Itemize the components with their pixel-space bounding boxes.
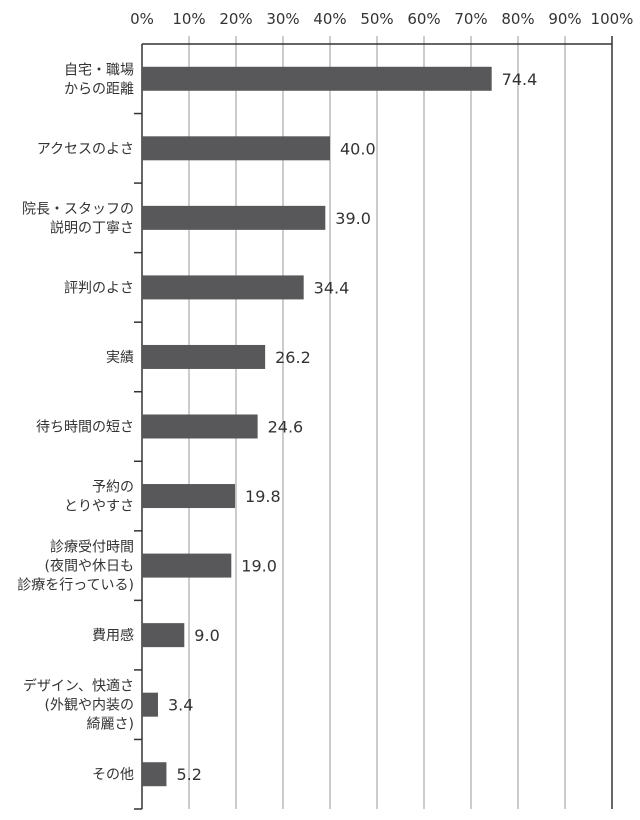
data-label: 19.8 (245, 487, 281, 506)
category-label: からの距離 (64, 80, 134, 97)
category-label: デザイン、快適さ (23, 678, 134, 695)
category-label: 待ち時間の短さ (36, 420, 134, 436)
category-label: 院長・スタッフの (22, 201, 134, 217)
category-label: 診療受付時間 (50, 539, 134, 556)
x-tick-label: 50% (360, 10, 393, 28)
data-label: 26.2 (275, 348, 311, 367)
bar (142, 136, 330, 161)
bar (142, 275, 304, 300)
x-tick-label: 90% (548, 10, 581, 28)
x-tick-label: 70% (454, 10, 487, 28)
x-tick-label: 80% (501, 10, 534, 28)
category-label: 評判のよさ (64, 280, 134, 296)
x-tick-label: 40% (313, 10, 346, 28)
data-label: 9.0 (194, 626, 219, 645)
x-tick-label: 100% (591, 10, 634, 28)
x-tick-label: 30% (266, 10, 299, 28)
data-label: 3.4 (168, 696, 193, 715)
category-label: 自宅・職場 (64, 62, 134, 78)
category-label: アクセスのよさ (37, 141, 134, 157)
category-label: (夜間や休日も (45, 559, 134, 575)
bar (142, 484, 236, 509)
data-label: 40.0 (340, 139, 376, 158)
category-label: 実績 (106, 350, 134, 366)
category-label: (外観や内装の (45, 697, 134, 714)
category-label: 綺麗さ) (87, 717, 134, 733)
data-label: 19.0 (241, 557, 277, 576)
bar (142, 762, 167, 787)
category-label: その他 (92, 767, 134, 783)
bar (142, 414, 258, 439)
bar (142, 205, 326, 230)
category-label: 費用感 (92, 627, 134, 644)
category-label: 説明の丁寧さ (50, 219, 134, 236)
bar (142, 66, 492, 91)
x-tick-label: 10% (172, 10, 205, 28)
bar (142, 344, 266, 369)
data-label: 34.4 (314, 278, 350, 297)
data-label: 5.2 (176, 765, 201, 784)
data-label: 24.6 (268, 418, 304, 437)
data-label: 74.4 (502, 70, 538, 89)
bar (142, 553, 232, 578)
x-tick-label: 60% (407, 10, 440, 28)
category-label: 診療を行っている) (17, 577, 134, 594)
category-label: 予約の (92, 480, 134, 496)
bar (142, 623, 185, 648)
bar (142, 692, 158, 717)
x-tick-label: 0% (130, 10, 154, 28)
data-label: 39.0 (335, 209, 371, 228)
x-tick-label: 20% (219, 10, 252, 28)
category-label: とりやすさ (64, 499, 134, 515)
